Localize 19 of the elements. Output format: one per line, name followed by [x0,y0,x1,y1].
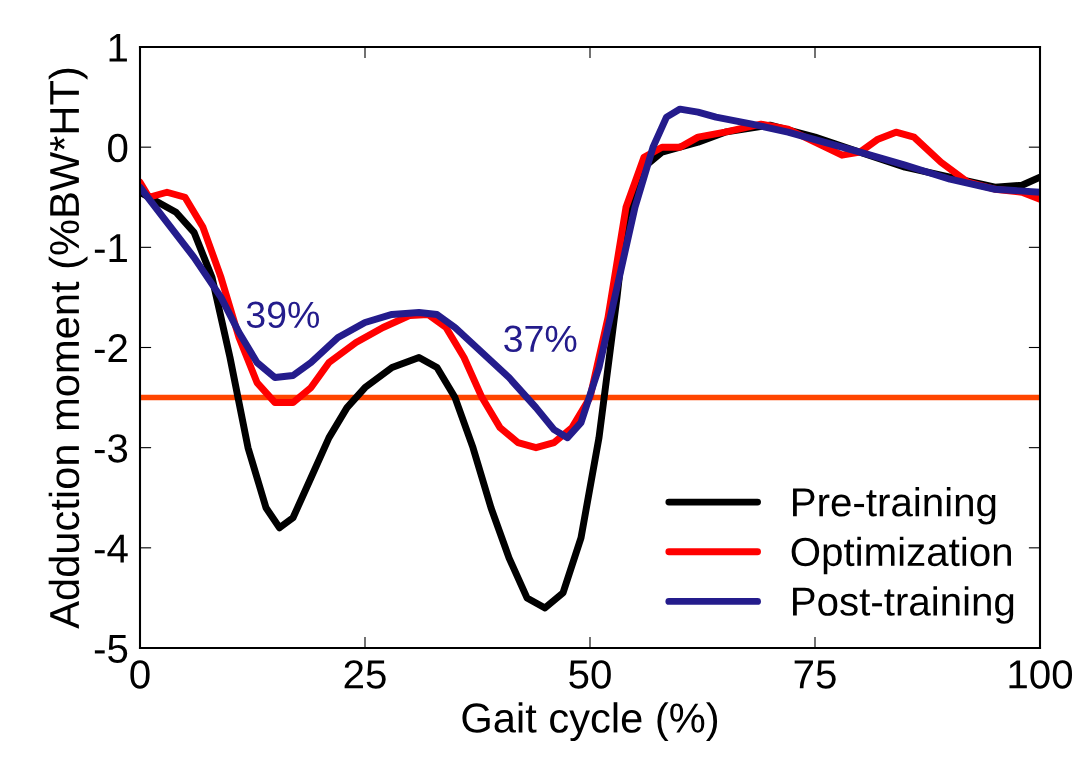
y-tick-label: -2 [94,333,127,363]
annotation: 39% [246,301,320,329]
y-tick-label: -1 [94,234,127,262]
y-tick-label: 0 [108,133,128,163]
annotation: 37% [504,325,577,353]
x-tick-label: 100 [1009,660,1073,689]
legend-label: Optimization [791,536,1011,575]
y-axis-title: Adduction moment (%BW*HT) [48,68,88,629]
x-tick-label: 50 [569,660,611,689]
legend-label: Post-training [793,586,1014,624]
x-axis-title: Gait cycle (%) [462,702,718,742]
x-tick-label: 25 [344,660,386,689]
y-tick-label: -5 [94,634,128,663]
x-tick-label: 75 [794,660,836,689]
x-tick-label: 0 [130,660,150,689]
legend-label: Pre-training [793,487,996,525]
y-tick-label: 1 [109,33,127,62]
y-tick-label: -3 [94,434,128,463]
y-tick-label: -4 [94,534,128,563]
